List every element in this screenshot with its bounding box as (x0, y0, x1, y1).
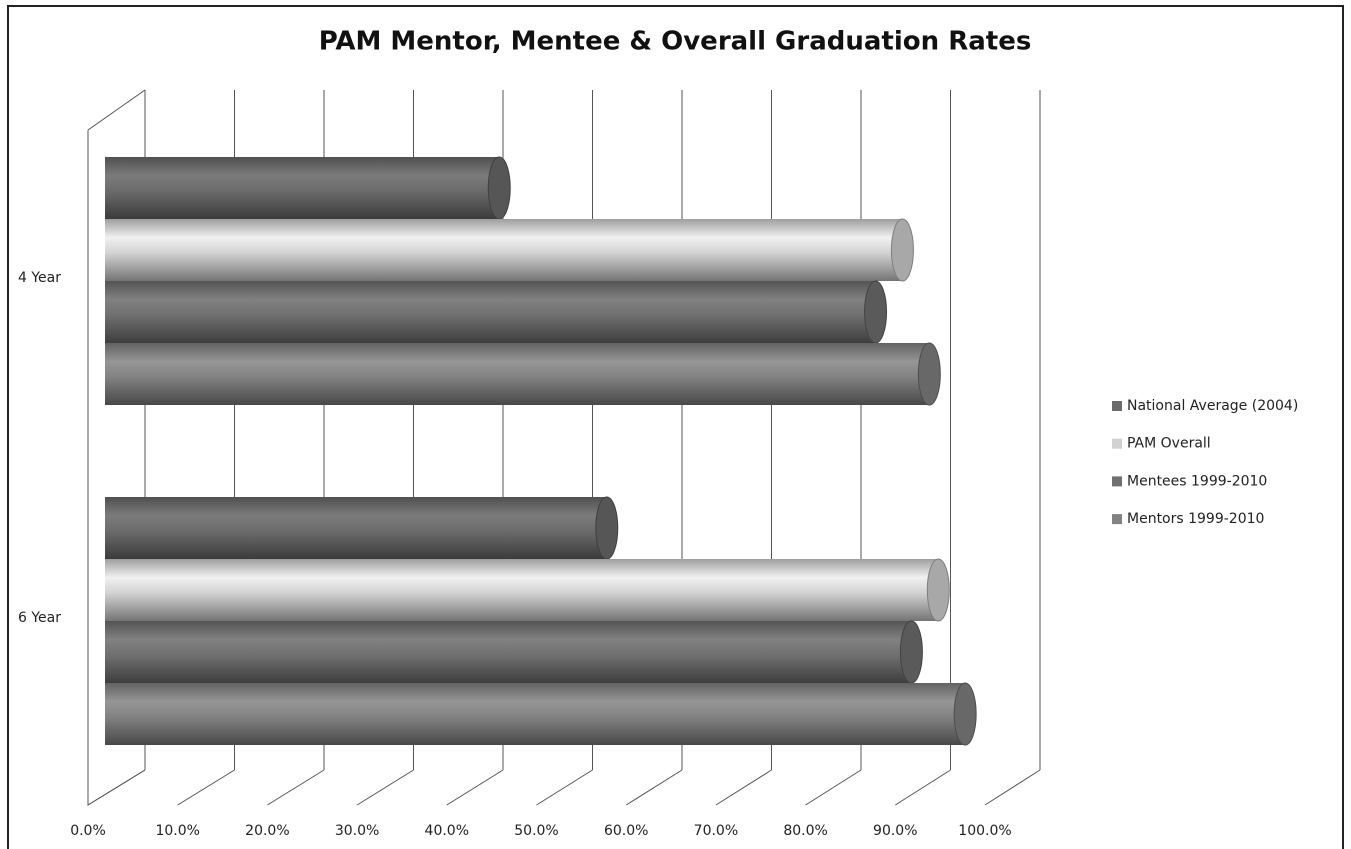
floor-grid-line (895, 769, 951, 806)
floor-grid-line (536, 769, 593, 806)
x-tick-label: 100.0% (958, 823, 1011, 839)
floor-grid-line (446, 769, 504, 806)
bar (105, 157, 500, 219)
floor-grid-line (984, 769, 1041, 806)
bar-cap (917, 342, 941, 406)
bar (105, 621, 912, 683)
y-tick-label: 6 Year (18, 610, 61, 626)
legend-label: National Average (2004) (1127, 398, 1298, 414)
legend-swatch (1112, 401, 1122, 411)
legend-swatch (1112, 438, 1122, 449)
bar-cap (487, 156, 511, 220)
legend-label: PAM Overall (1127, 436, 1211, 452)
bar-cap (890, 218, 914, 282)
legend-label: Mentees 1999-2010 (1127, 473, 1267, 489)
bar (105, 683, 966, 745)
x-tick-label: 80.0% (783, 823, 827, 839)
legend-label: Mentors 1999-2010 (1127, 511, 1264, 527)
chart-title: PAM Mentor, Mentee & Overall Graduation … (319, 27, 1032, 57)
bar (105, 219, 903, 281)
x-tick-label: 20.0% (245, 823, 289, 839)
x-tick-label: 40.0% (425, 823, 469, 839)
x-tick-label: 90.0% (873, 823, 917, 839)
bar (105, 281, 876, 343)
x-tick-label: 0.0% (70, 823, 106, 839)
floor-grid-line (87, 769, 146, 806)
bar (105, 497, 607, 559)
x-tick-label: 70.0% (694, 823, 738, 839)
bar-cap (595, 496, 619, 560)
legend-swatch (1112, 476, 1122, 487)
bar (105, 559, 939, 621)
floor-grid-line (805, 769, 862, 806)
legend-swatch (1112, 514, 1122, 525)
bar (105, 343, 930, 405)
chart-border (7, 5, 1344, 849)
floor-grid-line (177, 769, 235, 806)
y-tick-label: 4 Year (18, 270, 61, 286)
bar-cap (926, 558, 950, 622)
floor-grid-line (715, 769, 772, 806)
bar-cap (899, 620, 923, 684)
x-tick-label: 60.0% (604, 823, 648, 839)
floor-grid-line (356, 769, 414, 806)
floor-grid-line (625, 769, 683, 806)
x-tick-label: 30.0% (335, 823, 379, 839)
floor-grid-line (267, 769, 325, 806)
x-tick-label: 50.0% (514, 823, 558, 839)
bar-cap (864, 280, 888, 344)
x-tick-label: 10.0% (155, 823, 199, 839)
bar-cap (953, 682, 977, 746)
